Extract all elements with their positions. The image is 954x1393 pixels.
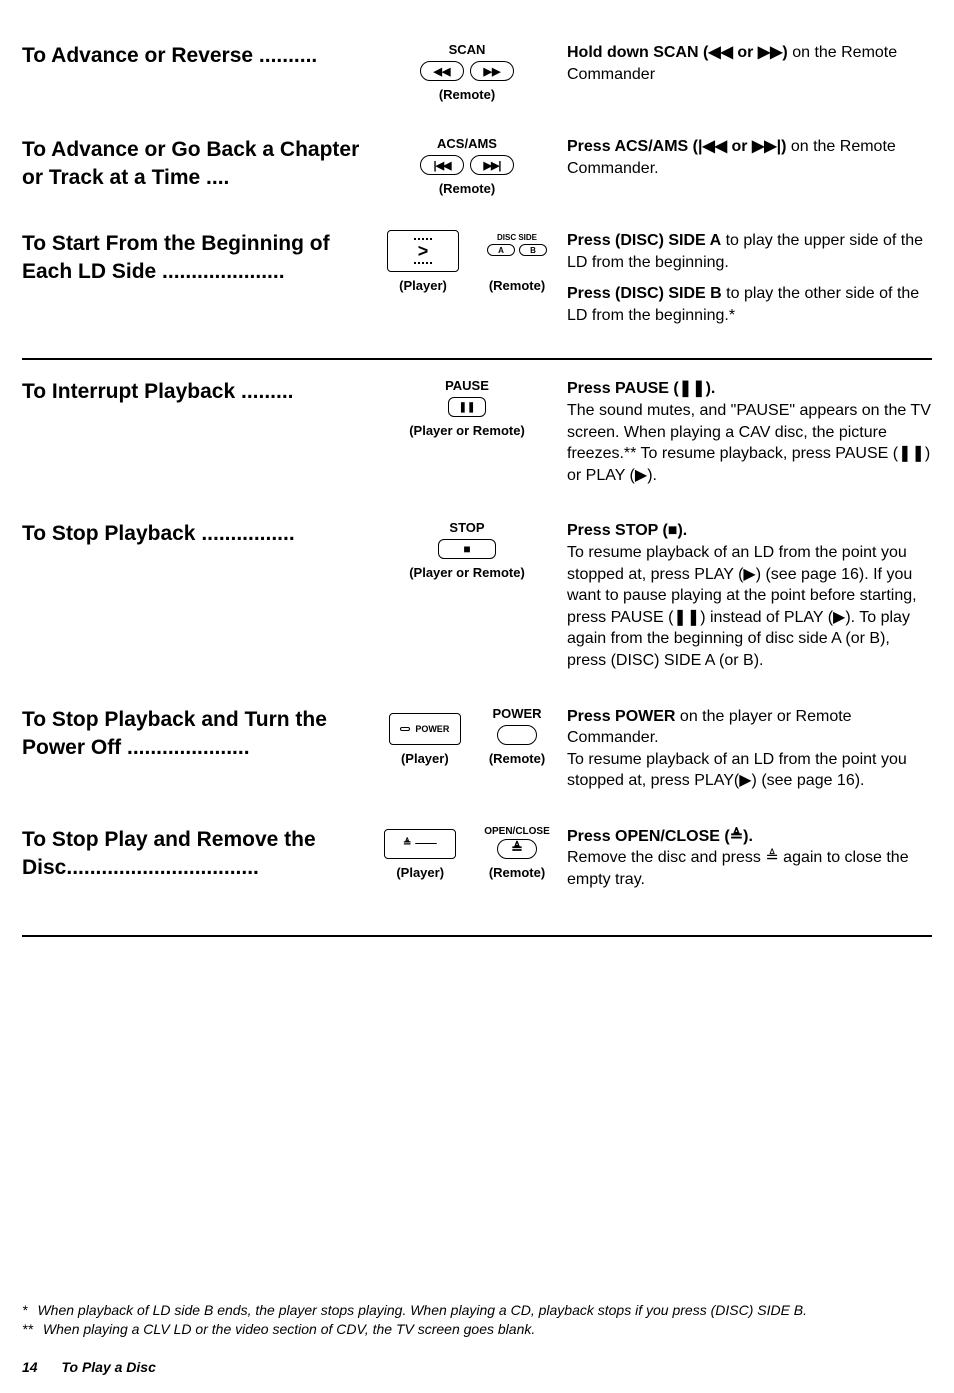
icons-side: > (Player) DISC SIDE A B (Remote)	[377, 230, 557, 293]
desc-eject: Press OPEN/CLOSE (≜). Remove the disc an…	[557, 826, 932, 891]
eject-icon-small: ≜	[403, 838, 411, 849]
power-remote-icon	[497, 725, 537, 745]
desc-acs: Press ACS/AMS (|◀◀ or ▶▶|) on the Remote…	[557, 136, 932, 179]
icons-power: POWER (Player) POWER (Remote)	[377, 706, 557, 766]
label-scan-bot: (Remote)	[377, 87, 557, 102]
power-text: POWER	[415, 724, 449, 734]
play-arrow-icon: >	[418, 242, 429, 260]
desc-stop: Press STOP (■). To resume playback of an…	[557, 520, 932, 671]
section-scan: To Advance or Reverse .......... SCAN (R…	[22, 30, 932, 124]
icons-pause: PAUSE (Player or Remote)	[377, 378, 557, 438]
icons-acs: ACS/AMS (Remote)	[377, 136, 557, 196]
dots-icon-2	[414, 262, 432, 264]
section-eject: To Stop Play and Remove the Disc........…	[22, 814, 932, 913]
section-stop: To Stop Playback ................ STOP (…	[22, 508, 932, 693]
icons-scan: SCAN (Remote)	[377, 42, 557, 102]
label-eject-player: (Player)	[396, 865, 444, 880]
desc-stop-rest: To resume playback of an LD from the poi…	[567, 544, 917, 669]
tray-icon	[415, 843, 437, 845]
page-label: To Play a Disc	[61, 1359, 155, 1375]
footnote1: When playback of LD side B ends, the pla…	[37, 1301, 807, 1320]
section-power: To Stop Playback and Turn the Power Off …	[22, 694, 932, 814]
eject-remote-icon	[497, 839, 537, 859]
desc-pause-bold: Press PAUSE (❚❚).	[567, 380, 715, 397]
scan-ff-icon	[470, 61, 514, 81]
acs-prev-icon	[420, 155, 464, 175]
desc-side2-bold: Press (DISC) SIDE B	[567, 285, 722, 302]
desc-scan-bold: Hold down SCAN (◀◀ or ▶▶)	[567, 44, 788, 61]
label-power-remote: (Remote)	[489, 751, 545, 766]
page-footer: 14 To Play a Disc	[22, 1359, 156, 1375]
desc-pause: Press PAUSE (❚❚). The sound mutes, and "…	[557, 378, 932, 486]
page-number: 14	[22, 1359, 38, 1375]
title-power: To Stop Playback and Turn the Power Off …	[22, 706, 377, 763]
desc-scan: Hold down SCAN (◀◀ or ▶▶) on the Remote …	[557, 42, 932, 85]
desc-power: Press POWER on the player or Remote Comm…	[557, 706, 932, 792]
side-a-icon: A	[487, 244, 515, 256]
desc-stop-bold: Press STOP (■).	[567, 522, 687, 539]
label-side-remote: (Remote)	[489, 278, 545, 293]
label-stop-top: STOP	[377, 520, 557, 535]
label-power-player: (Player)	[401, 751, 449, 766]
footnote-star2: **	[22, 1320, 33, 1339]
label-pause-bot: (Player or Remote)	[377, 423, 557, 438]
desc-eject-bold: Press OPEN/CLOSE (≜).	[567, 828, 753, 845]
desc-pause-rest: The sound mutes, and "PAUSE" appears on …	[567, 402, 931, 484]
desc-power-bold: Press POWER	[567, 708, 675, 725]
player-eject-icon: ≜	[384, 829, 456, 859]
label-stop-bot: (Player or Remote)	[377, 565, 557, 580]
desc-side: Press (DISC) SIDE A to play the upper si…	[557, 230, 932, 336]
player-side-icon: >	[387, 230, 459, 272]
power-switch-icon	[400, 727, 410, 731]
label-pause-top: PAUSE	[377, 378, 557, 393]
label-openclose: OPEN/CLOSE	[484, 826, 550, 837]
title-pause: To Interrupt Playback .........	[22, 378, 377, 406]
desc-power-rest2: To resume playback of an LD from the poi…	[567, 751, 907, 790]
footnote2: When playing a CLV LD or the video secti…	[43, 1320, 535, 1339]
footnotes: * When playback of LD side B ends, the pl…	[22, 1301, 932, 1339]
player-power-icon: POWER	[389, 713, 461, 745]
title-stop: To Stop Playback ................	[22, 520, 377, 548]
stop-icon	[438, 539, 496, 559]
pause-icon	[448, 397, 486, 417]
footnote-star1: *	[22, 1301, 27, 1320]
label-discside: DISC SIDE	[497, 233, 537, 242]
divider	[22, 935, 932, 937]
title-scan: To Advance or Reverse ..........	[22, 42, 377, 70]
desc-acs-bold: Press ACS/AMS (|◀◀ or ▶▶|)	[567, 138, 786, 155]
scan-rew-icon	[420, 61, 464, 81]
acs-next-icon	[470, 155, 514, 175]
section-side: To Start From the Beginning of Each LD S…	[22, 218, 932, 358]
section-pause: To Interrupt Playback ......... PAUSE (P…	[22, 358, 932, 508]
label-acs-top: ACS/AMS	[377, 136, 557, 151]
desc-side1-bold: Press (DISC) SIDE A	[567, 232, 721, 249]
title-eject: To Stop Play and Remove the Disc........…	[22, 826, 377, 883]
label-power-top: POWER	[492, 706, 541, 721]
title-side: To Start From the Beginning of Each LD S…	[22, 230, 377, 287]
dots-icon	[414, 238, 432, 240]
label-eject-remote: (Remote)	[489, 865, 545, 880]
side-b-icon: B	[519, 244, 547, 256]
section-acs: To Advance or Go Back a Chapter or Track…	[22, 124, 932, 218]
icons-stop: STOP (Player or Remote)	[377, 520, 557, 580]
label-side-player: (Player)	[399, 278, 447, 293]
desc-eject-rest: Remove the disc and press ≜ again to clo…	[567, 849, 909, 888]
icons-eject: ≜ (Player) OPEN/CLOSE (Remote)	[377, 826, 557, 880]
title-acs: To Advance or Go Back a Chapter or Track…	[22, 136, 377, 193]
label-acs-bot: (Remote)	[377, 181, 557, 196]
label-scan-top: SCAN	[377, 42, 557, 57]
